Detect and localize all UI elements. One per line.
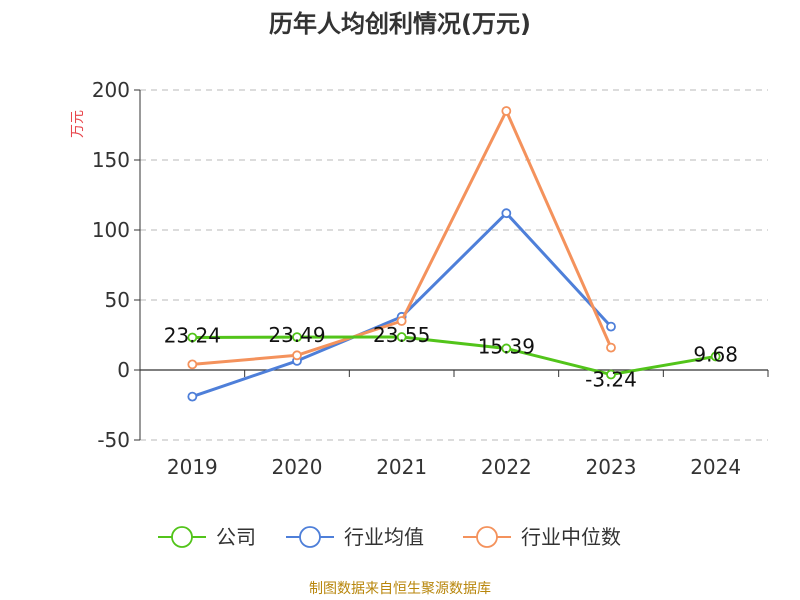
series-layer [187, 106, 721, 402]
data-label: 23.49 [268, 323, 325, 347]
legend[interactable]: 公司 行业均值 行业中位数 [158, 525, 621, 549]
series-point-2[interactable] [606, 342, 616, 353]
series-point-1[interactable] [501, 208, 512, 219]
y-axis-label: 万元 [70, 110, 86, 138]
legend-label: 公司 [216, 525, 256, 549]
legend-marker [476, 526, 498, 548]
x-tick-label: 2020 [272, 455, 323, 479]
series-point-2[interactable] [292, 350, 302, 361]
series-point-2[interactable] [501, 106, 512, 116]
legend-item-2[interactable]: 行业中位数 [463, 525, 621, 549]
source-note: 制图数据来自恒生聚源数据库 [309, 581, 491, 597]
series-point-1[interactable] [187, 391, 198, 402]
x-tick-label: 2021 [376, 455, 427, 479]
series-point-0[interactable] [606, 369, 616, 380]
x-tick-label: 2019 [167, 455, 218, 479]
series-point-1[interactable] [606, 321, 616, 332]
series-point-2[interactable] [396, 316, 407, 326]
gridlines [140, 89, 768, 441]
series-point-0[interactable] [292, 332, 302, 343]
series-point-0[interactable] [187, 332, 198, 343]
series-line-1 [191, 211, 613, 399]
legend-label: 行业中位数 [521, 525, 621, 549]
x-tick-label: 2023 [586, 455, 637, 479]
chart-title: 历年人均创利情况(万元) [269, 10, 531, 38]
series-line-0 [192, 335, 716, 377]
legend-marker [299, 526, 321, 548]
data-label: 23.24 [164, 323, 221, 347]
axes: -50 0 50 100 150 200 2019 2020 2021 2022 2023 2024 [92, 78, 769, 479]
y-tick-label: 50 [105, 288, 130, 312]
series-point-2[interactable] [187, 359, 198, 370]
y-tick-label: -50 [97, 428, 130, 452]
y-tick-label: 0 [117, 358, 130, 382]
data-label: 15.39 [478, 334, 535, 358]
data-label: 9.68 [693, 342, 738, 366]
x-tick-label: 2024 [690, 455, 741, 479]
series-point-0[interactable] [501, 343, 512, 354]
series-point-0[interactable] [710, 351, 721, 362]
legend-marker [171, 526, 193, 548]
x-tick-label: 2022 [481, 455, 532, 479]
legend-item-0[interactable]: 公司 [158, 525, 256, 549]
legend-label: 行业均值 [344, 525, 424, 549]
y-tick-label: 100 [92, 218, 130, 242]
data-labels: 23.24 23.49 23.55 15.39 -3.24 9.68 [164, 323, 738, 392]
data-label: 23.55 [373, 323, 430, 347]
y-tick-label: 150 [92, 148, 130, 172]
series-point-0[interactable] [396, 332, 407, 342]
y-tick-label: 200 [92, 78, 130, 102]
legend-item-1[interactable]: 行业均值 [286, 525, 424, 549]
data-label: -3.24 [585, 368, 637, 392]
